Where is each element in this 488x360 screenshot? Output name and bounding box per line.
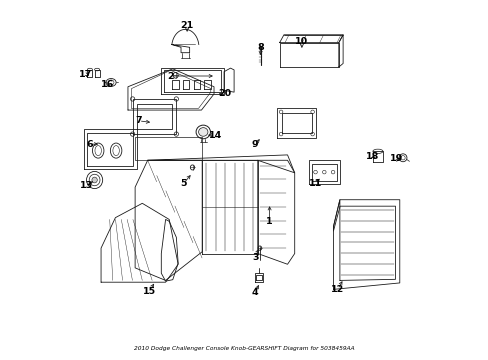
Text: 4: 4 [251,288,258,297]
Text: 7: 7 [135,116,142,125]
Text: 3: 3 [251,253,258,262]
Text: 5: 5 [180,179,186,188]
Text: 15: 15 [142,287,156,296]
Text: 17: 17 [79,70,92,79]
Ellipse shape [259,45,262,49]
Text: 19: 19 [389,154,403,163]
Ellipse shape [92,177,97,183]
Text: 8: 8 [257,43,264,52]
Text: 21: 21 [180,21,193,30]
Text: 11: 11 [308,179,322,188]
Text: 1: 1 [266,217,272,226]
Text: 20: 20 [218,89,231,98]
Text: 16: 16 [101,81,114,90]
Text: 2: 2 [167,72,174,81]
Text: 6: 6 [86,140,93,149]
Text: 9: 9 [251,140,258,149]
Text: 13: 13 [79,181,92,190]
Text: 14: 14 [208,131,221,140]
Text: 2010 Dodge Challenger Console Knob-GEARSHIFT Diagram for 5038459AA: 2010 Dodge Challenger Console Knob-GEARS… [134,346,354,351]
Text: 18: 18 [366,152,379,161]
Text: 10: 10 [295,37,308,46]
Text: 12: 12 [330,285,344,294]
Ellipse shape [198,128,207,136]
